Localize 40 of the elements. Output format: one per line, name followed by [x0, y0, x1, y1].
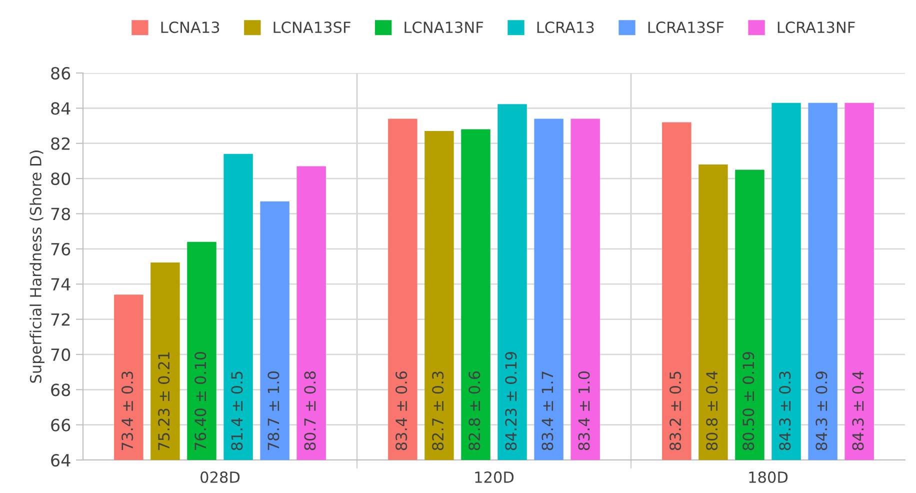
data-label: 84.3 ± 0.3 — [779, 372, 791, 450]
data-label: 80.8 ± 0.4 — [706, 371, 718, 450]
y-tick-label: 74 — [51, 278, 70, 290]
x-tick-label: 120D — [475, 471, 514, 483]
data-label: 76.40 ± 0.10 — [194, 352, 206, 450]
y-tick-label: 76 — [51, 242, 70, 256]
x-tick-label: 028D — [200, 471, 240, 483]
data-label: 83.4 ± 1.7 — [542, 372, 554, 450]
y-tick-label: 72 — [51, 313, 70, 326]
y-tick-label: 64 — [51, 454, 70, 467]
y-axis-title: Superficial Hardness (Shore D) — [30, 150, 44, 383]
legend-label: LCNA13NF — [404, 22, 484, 34]
data-label: 80.7 ± 0.8 — [304, 371, 316, 450]
legend-label: LCNA13 — [161, 22, 220, 34]
data-label: 84.3 ± 0.4 — [852, 371, 864, 450]
data-label: 83.4 ± 0.6 — [396, 371, 408, 450]
y-tick-label: 68 — [51, 384, 70, 396]
legend-label: LCRA13NF — [778, 22, 855, 34]
data-label: 75.23 ± 0.21 — [158, 352, 170, 450]
data-label: 82.7 ± 0.3 — [432, 372, 444, 450]
data-label: 81.4 ± 0.5 — [231, 372, 243, 450]
data-label: 83.4 ± 1.0 — [578, 371, 590, 450]
y-tick-label: 84 — [51, 102, 70, 115]
legend-label: LCNA13SF — [274, 22, 350, 34]
legend-label: LCRA13 — [537, 22, 594, 34]
y-tick-label: 70 — [51, 348, 70, 362]
data-label: 83.2 ± 0.5 — [670, 372, 682, 450]
data-label: 82.8 ± 0.6 — [468, 371, 480, 450]
data-label: 73.4 ± 0.3 — [122, 372, 134, 450]
data-label: 78.7 ± 1.0 — [268, 371, 280, 450]
y-tick-label: 86 — [51, 66, 70, 80]
data-label: 84.23 ± 0.19 — [505, 352, 517, 450]
x-tick-label: 180D — [749, 471, 788, 483]
y-tick-label: 78 — [51, 208, 70, 220]
legend-label: LCRA13SF — [648, 22, 724, 34]
y-tick-label: 80 — [51, 172, 70, 186]
data-label: 80.50 ± 0.19 — [742, 352, 754, 450]
y-tick-label: 66 — [51, 418, 70, 432]
data-label: 84.3 ± 0.9 — [816, 371, 828, 450]
y-tick-label: 82 — [51, 137, 70, 150]
